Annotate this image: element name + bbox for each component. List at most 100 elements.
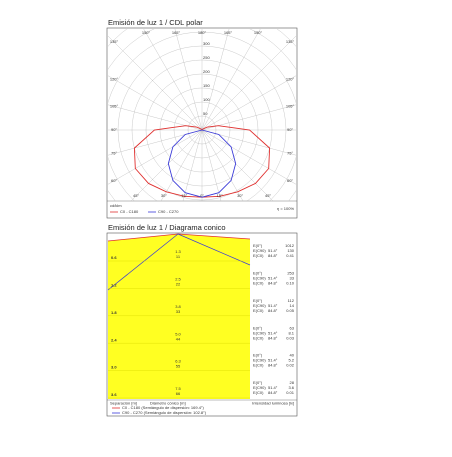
grid-spoke <box>201 129 296 156</box>
col-value: 5.2 <box>288 358 294 363</box>
col-angle: 84.8° <box>268 335 278 340</box>
col-angle: 51.4° <box>268 275 278 280</box>
grid-spoke <box>201 29 230 131</box>
angle-tick-label: 15° <box>181 193 187 198</box>
grid-spoke <box>174 29 203 131</box>
cone-frame <box>106 232 298 417</box>
r-tick-label: 250 <box>203 55 210 60</box>
cone-line-c90 <box>107 233 179 291</box>
col-angle: 51.4° <box>268 385 278 390</box>
footer-diameter: Diámetro cónico [m] <box>150 401 186 406</box>
grid-spoke <box>143 29 203 131</box>
row-intensity: 11 <box>176 254 181 259</box>
col-label: E(C0) <box>253 363 264 368</box>
angle-tick-label: 90° <box>111 127 117 132</box>
angle-tick-label: 120° <box>286 76 295 81</box>
grid-spoke <box>201 29 261 131</box>
legend-label: C0 - C180 <box>120 209 139 214</box>
row-height: 0.6 <box>111 255 117 260</box>
col-value: 0.10 <box>286 280 295 285</box>
col-label: E(C90) <box>253 248 266 253</box>
col-label: E(0°) <box>253 270 263 275</box>
angle-tick-label: 75° <box>287 151 293 156</box>
r-tick-label: 150 <box>203 83 210 88</box>
angle-tick-label: 180° <box>198 30 207 35</box>
cone-legend: C0 - C180 (Semiángulo de dispersión: 169… <box>112 405 207 415</box>
col-label: E(C0) <box>253 280 264 285</box>
grid-spoke <box>108 104 203 131</box>
col-label: E(0°) <box>253 353 263 358</box>
col-label: E(C0) <box>253 253 264 258</box>
grid-spoke <box>201 129 274 201</box>
col-angle: 51.4° <box>268 248 278 253</box>
angle-tick-label: 75° <box>111 151 117 156</box>
col-value: 40 <box>290 353 295 358</box>
legend-label: C90 - C270 (Semiángulo de dispersión: 10… <box>122 410 207 415</box>
col-label: E(C90) <box>253 330 266 335</box>
grid-spoke <box>108 129 203 156</box>
cone-top <box>108 234 250 241</box>
col-value: 8.1 <box>288 330 294 335</box>
col-value: 33 <box>290 275 295 280</box>
col-angle: 84.8° <box>268 280 278 285</box>
polar-legend: C0 - C180 C90 - C270 <box>110 209 179 214</box>
col-label: E(0°) <box>253 325 263 330</box>
footer-separation: Separación [m] <box>110 401 137 406</box>
r-tick-label: 100 <box>203 97 210 102</box>
angle-tick-label: 30° <box>237 193 243 198</box>
col-value: 0.03 <box>286 335 295 340</box>
col-value: 0.41 <box>286 253 295 258</box>
row-intensity: 44 <box>176 336 181 341</box>
angle-tick-label: 135° <box>110 39 119 44</box>
col-value: 112 <box>288 298 295 303</box>
grid-spoke <box>201 35 296 131</box>
col-value: 0.05 <box>286 308 295 313</box>
row-intensity: 33 <box>176 309 181 314</box>
grid-spoke <box>201 104 296 131</box>
r-tick-label: 50 <box>203 111 208 116</box>
angle-tick-label: 150° <box>142 30 151 35</box>
r-tick-label: 200 <box>203 69 210 74</box>
col-value: 130 <box>287 248 294 253</box>
polar-curve <box>133 125 203 198</box>
row-intensity: 55 <box>176 364 181 369</box>
grid-spoke <box>201 129 222 201</box>
col-angle: 51.4° <box>268 358 278 363</box>
row-height: 1.8 <box>111 310 117 315</box>
row-height: 3.0 <box>111 365 117 370</box>
col-angle: 84.8° <box>268 308 278 313</box>
angle-tick-label: 150° <box>254 30 263 35</box>
col-label: E(0°) <box>253 380 263 385</box>
angle-tick-label: 30° <box>161 193 167 198</box>
row-height: 3.6 <box>111 392 117 397</box>
col-value: 0.01 <box>286 390 295 395</box>
col-value: 3.6 <box>288 385 294 390</box>
col-angle: 51.4° <box>268 303 278 308</box>
row-intensity: 66 <box>176 391 181 396</box>
angle-tick-label: 165° <box>172 30 181 35</box>
row-height: 1.2 <box>111 282 117 287</box>
angle-tick-label: 90° <box>287 127 293 132</box>
row-diameter: 1.3 <box>175 249 181 254</box>
polar-efficiency: η = 100% <box>277 206 294 211</box>
legend-label: C90 - C270 <box>158 209 179 214</box>
polar-title: Emisión de luz 1 / CDL polar <box>108 18 203 27</box>
polar-plot: 50 100 150 200 250 300 <box>108 29 296 201</box>
grid-spoke <box>182 129 203 201</box>
col-label: E(C90) <box>253 385 266 390</box>
angle-tick-label: 60° <box>111 178 117 183</box>
col-value: 28 <box>290 380 295 385</box>
col-label: E(C0) <box>253 390 264 395</box>
col-angle: 51.4° <box>268 330 278 335</box>
grid-spoke <box>160 129 203 201</box>
polar-curve <box>201 125 271 198</box>
polar-unit: cd/klm <box>110 203 122 208</box>
col-label: E(C0) <box>253 308 264 313</box>
cone-line-c0 <box>177 233 251 240</box>
col-value: 14 <box>290 303 295 308</box>
col-angle: 84.8° <box>268 390 278 395</box>
row-height: 2.4 <box>111 337 117 342</box>
col-label: E(0°) <box>253 298 263 303</box>
